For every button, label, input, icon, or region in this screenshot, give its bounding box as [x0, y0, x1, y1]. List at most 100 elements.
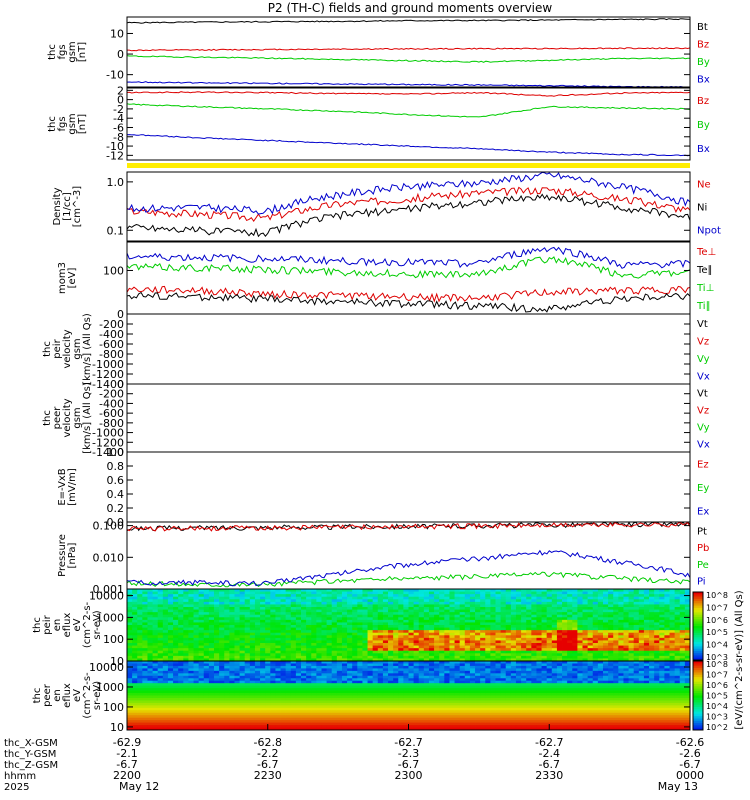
y-label-line: gsm [67, 113, 78, 134]
spectrogram-cell [659, 622, 665, 626]
spectrogram-cell [684, 658, 691, 662]
spectrogram-cell [280, 627, 287, 631]
spectrogram-cell [495, 604, 502, 608]
spectrogram-cell [490, 655, 496, 659]
spectrogram-cell [244, 685, 251, 689]
spectrogram-cell [377, 697, 384, 701]
spectrogram-cell [490, 589, 496, 592]
spectrogram-cell [536, 643, 542, 646]
spectrogram-cell [239, 627, 246, 631]
spectrogram-cell [188, 675, 194, 679]
spectrogram-cell [485, 604, 491, 608]
spectrogram-cell [347, 670, 353, 674]
spectrogram-cell [183, 658, 189, 662]
spectrogram-cell [275, 643, 281, 646]
spectrogram-cell [393, 685, 399, 689]
spectrogram-cell [127, 607, 133, 610]
spectrogram-cell [183, 643, 189, 646]
spectrogram-cell [301, 632, 307, 636]
spectrogram-cell [526, 619, 532, 623]
spectrogram-cell [556, 604, 563, 608]
spectrogram-cell [551, 594, 558, 598]
spectrogram-cell [203, 700, 210, 704]
spectrogram-cell [664, 637, 670, 641]
spectrogram-cell [234, 725, 240, 728]
spectrogram-cell [331, 663, 338, 667]
spectrogram-cell [382, 596, 389, 600]
spectrogram-cell [495, 658, 502, 662]
spectrogram-cell [398, 673, 404, 677]
spectrogram-cell [608, 640, 614, 644]
spectrogram-cell [306, 632, 312, 636]
spectrogram-cell [147, 609, 153, 613]
spectrogram-cell [152, 722, 159, 726]
spectrogram-cell [214, 695, 220, 699]
spectrogram-cell [167, 695, 174, 699]
spectrogram-cell [270, 640, 276, 644]
spectrogram-cell [270, 653, 276, 657]
spectrogram-cell [321, 702, 328, 706]
spectrogram-cell [127, 630, 133, 634]
spectrogram-cell [326, 725, 333, 728]
spectrogram-cell [659, 625, 665, 628]
spectrogram-cell [127, 643, 133, 646]
spectrogram-cell [464, 617, 471, 621]
spectrogram-cell [372, 596, 379, 600]
spectrogram-cell [157, 640, 164, 644]
spectrogram-cell [127, 648, 133, 652]
spectrogram-cell [608, 655, 614, 659]
spectrogram-cell [664, 614, 670, 618]
spectrogram-cell [219, 630, 225, 634]
spectrogram-cell [301, 589, 307, 592]
spectrogram-cell [347, 675, 353, 679]
spectrogram-cell [290, 601, 297, 605]
spectrogram-cell [311, 609, 317, 613]
spectrogram-cell [352, 607, 358, 610]
spectrogram-cell [382, 648, 389, 652]
spectrogram-cell [510, 601, 517, 605]
spectrogram-cell [142, 601, 148, 605]
spectrogram-cell [367, 601, 374, 605]
spectrogram-cell [526, 630, 532, 634]
spectrogram-cell [393, 727, 399, 731]
spectrogram-cell [382, 725, 389, 728]
spectrogram-cell [147, 617, 153, 621]
spectrogram-cell [249, 688, 256, 691]
spectrogram-cell [485, 635, 491, 639]
spectrogram-cell [567, 632, 573, 636]
spectrogram-cell [423, 702, 430, 706]
spectrogram-cell [178, 601, 184, 605]
spectrogram-cell [306, 630, 312, 634]
spectrogram-cell [408, 589, 415, 592]
spectrogram-cell [352, 700, 358, 704]
spectrogram-cell [301, 712, 307, 716]
spectrogram-cell [500, 653, 507, 657]
spectrogram-cell [510, 650, 517, 654]
spectrogram-cell [423, 627, 430, 631]
spectrogram-cell [428, 650, 435, 654]
spectrogram-cell [214, 700, 220, 704]
spectrogram-cell [546, 599, 553, 603]
spectrogram-cell [674, 637, 681, 641]
spectrogram-cell [388, 690, 394, 694]
spectrogram-cell [464, 648, 471, 652]
spectrogram-cell [526, 607, 532, 610]
spectrogram-cell [393, 622, 399, 626]
spectrogram-cell [127, 690, 133, 694]
spectrogram-cell [316, 700, 322, 704]
spectrogram-cell [178, 712, 184, 716]
spectrogram-cell [275, 690, 281, 694]
spectrogram-cell [321, 632, 328, 636]
spectrogram-cell [347, 632, 353, 636]
spectrogram-cell [592, 622, 599, 626]
spectrogram-cell [173, 725, 179, 728]
spectrogram-cell [244, 715, 251, 719]
spectrogram-cell [295, 617, 302, 621]
spectrogram-cell [316, 690, 322, 694]
spectrogram-cell [469, 622, 476, 626]
spectrogram-cell [219, 702, 225, 706]
spectrogram-cell [495, 625, 502, 628]
spectrogram-cell [316, 710, 322, 714]
spectrogram-cell [393, 648, 399, 652]
spectrogram-cell [372, 673, 379, 677]
